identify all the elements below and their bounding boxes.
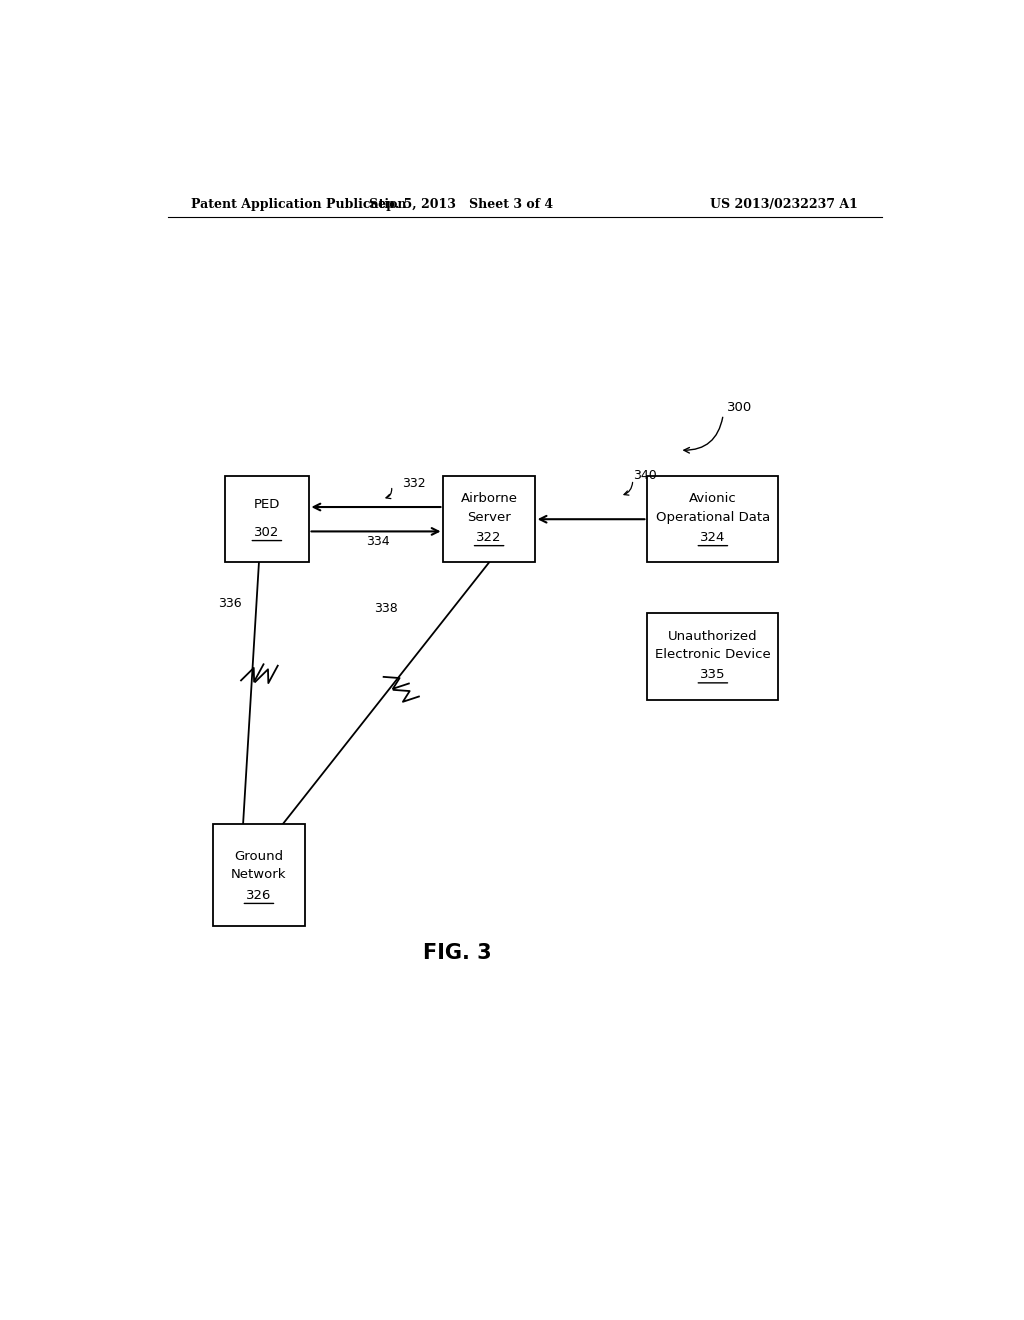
Text: 322: 322 (476, 531, 502, 544)
Bar (225, 477, 308, 562)
Text: 340: 340 (634, 469, 657, 482)
Text: Avionic: Avionic (689, 492, 736, 506)
Text: Ground: Ground (234, 850, 284, 863)
Bar (443, 477, 535, 562)
Text: Operational Data: Operational Data (655, 511, 770, 524)
Bar (213, 824, 304, 925)
Text: Server: Server (467, 511, 511, 524)
Text: 336: 336 (218, 597, 242, 610)
Text: 324: 324 (700, 531, 726, 544)
Text: Network: Network (231, 869, 287, 882)
Text: 332: 332 (401, 477, 425, 490)
Text: 326: 326 (246, 888, 271, 902)
Text: 335: 335 (700, 668, 726, 681)
Text: Airborne: Airborne (461, 492, 517, 506)
Text: US 2013/0232237 A1: US 2013/0232237 A1 (711, 198, 858, 211)
Bar (647, 477, 778, 562)
Text: Unauthorized: Unauthorized (668, 630, 758, 643)
Text: 338: 338 (374, 602, 397, 615)
Text: 300: 300 (727, 401, 753, 414)
Text: Patent Application Publication: Patent Application Publication (191, 198, 407, 211)
Text: Sep. 5, 2013   Sheet 3 of 4: Sep. 5, 2013 Sheet 3 of 4 (370, 198, 553, 211)
Text: FIG. 3: FIG. 3 (423, 944, 492, 964)
Text: PED: PED (254, 499, 281, 511)
Text: 334: 334 (367, 535, 390, 548)
Text: Electronic Device: Electronic Device (655, 648, 771, 661)
Bar (647, 614, 778, 700)
Text: 302: 302 (254, 525, 280, 539)
